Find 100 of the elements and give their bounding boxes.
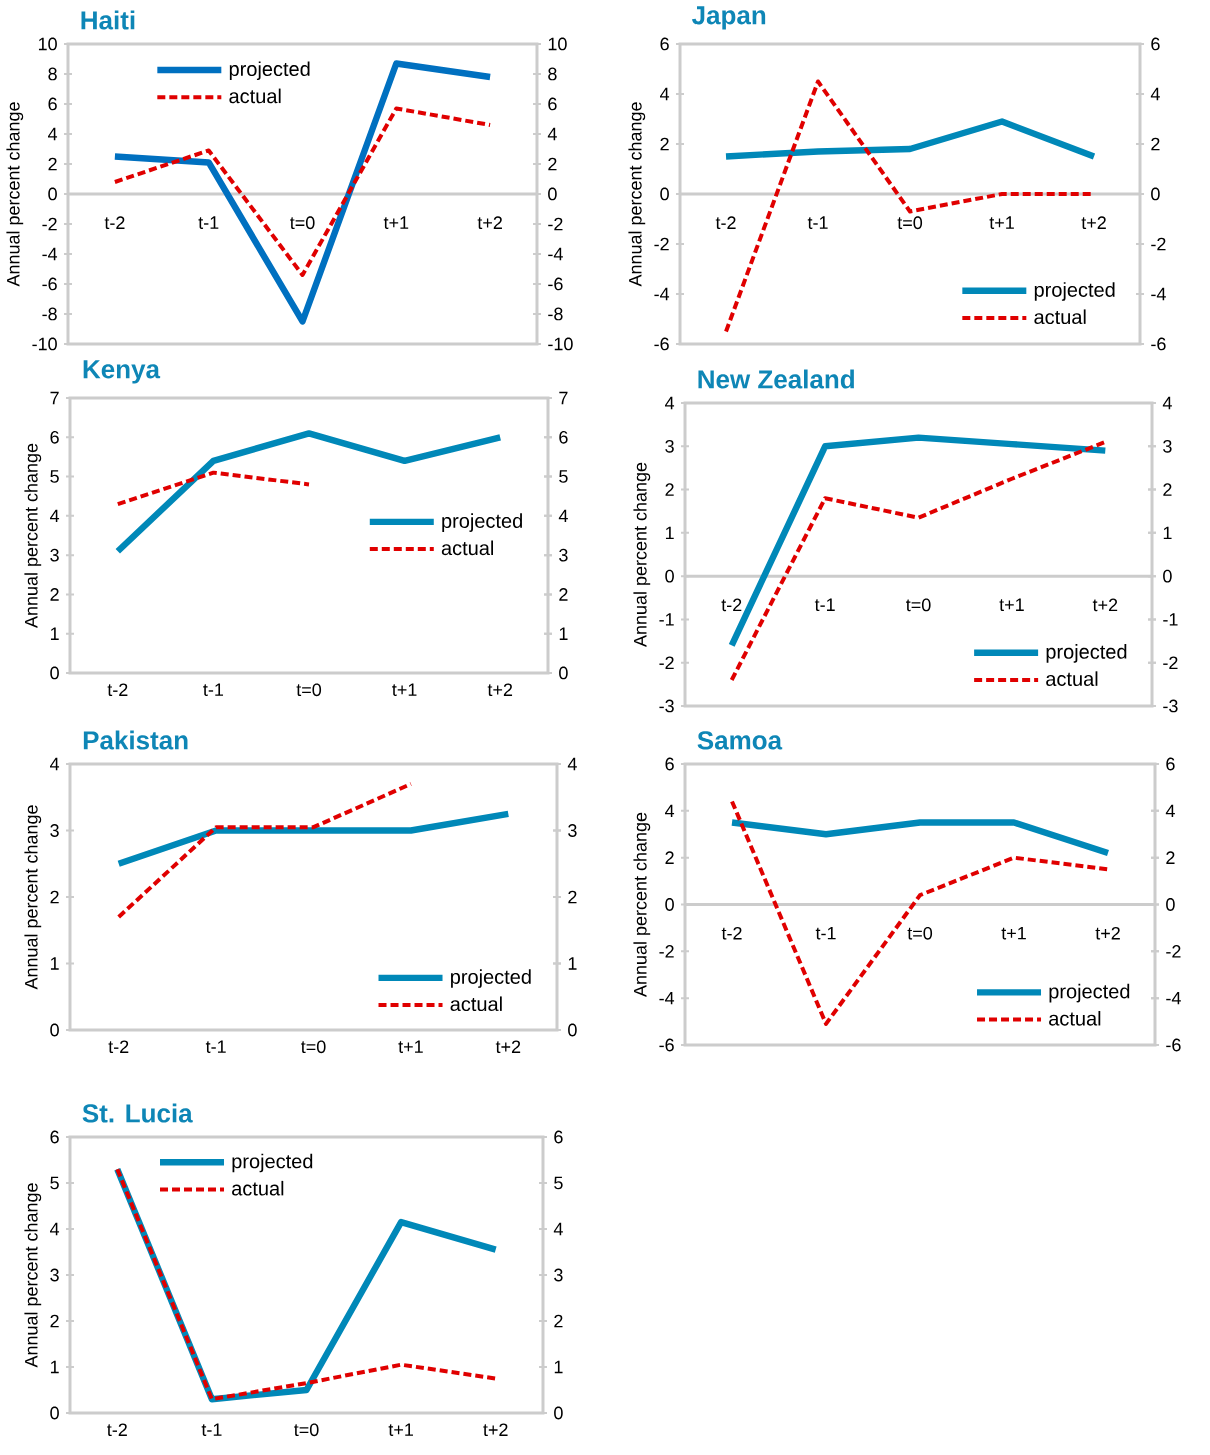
y2-tick-label: 4 (547, 127, 557, 141)
y2-tick-label: -2 (548, 217, 563, 231)
y-tick-label: -6 (659, 1038, 674, 1052)
y2-tick-label: 0 (554, 1406, 563, 1420)
y2-tick-label: 6 (548, 97, 557, 111)
y-tick-label: 2 (660, 137, 669, 151)
chart-title: Pakistan (83, 730, 188, 750)
y2-tick-label: -4 (548, 247, 563, 261)
y-tick-label: 1 (50, 627, 59, 640)
y-tick-label: 2 (50, 1314, 59, 1328)
x-tick-label: t-2 (104, 216, 125, 230)
y-tick-label: 6 (50, 1130, 59, 1144)
x-tick-label: t=0 (907, 926, 933, 940)
y-tick-label: 0 (50, 666, 59, 680)
legend-label: projected (442, 513, 522, 532)
y2-tick-label: 0 (1163, 569, 1172, 583)
y-tick-label: 7 (50, 391, 59, 405)
x-tick-label: t-1 (815, 926, 836, 940)
y-tick-label: 6 (48, 97, 57, 111)
x-tick-label: t-2 (721, 598, 742, 612)
y-tick-label: 10 (38, 37, 57, 51)
legend-label: projected (451, 969, 531, 988)
x-tick-label: t-1 (807, 216, 828, 229)
y-tick-label: -2 (659, 656, 674, 669)
y-tick-label: 6 (660, 37, 669, 51)
y-axis-title: Annual percent change (633, 462, 651, 648)
y2-tick-label: 2 (559, 588, 568, 601)
y2-tick-label: -6 (548, 277, 563, 291)
y2-tick-label: 6 (1151, 37, 1160, 51)
y2-tick-label: -8 (548, 307, 563, 321)
chart-title: St. Lucia (82, 1103, 193, 1123)
y-tick-label: 2 (48, 157, 57, 171)
x-tick-label: t=0 (294, 1423, 319, 1437)
y-tick-label: 0 (660, 187, 669, 201)
y-tick-label: -6 (654, 337, 669, 351)
y-tick-label: 2 (50, 588, 59, 601)
legend-label: projected (232, 1153, 313, 1173)
y-tick-label: 1 (665, 526, 674, 540)
x-tick-label: t=0 (296, 683, 322, 697)
y-tick-label: 3 (50, 1268, 59, 1282)
x-tick-label: t+2 (477, 216, 502, 230)
legend-label: projected (1049, 983, 1130, 1003)
x-tick-label: t+2 (1095, 926, 1120, 940)
y2-tick-label: -1 (1163, 613, 1178, 626)
y2-tick-label: 2 (1151, 137, 1160, 151)
x-tick-label: t-2 (721, 926, 742, 940)
y-tick-label: 8 (48, 67, 57, 81)
y-tick-label: 3 (50, 548, 59, 562)
chart-title: Samoa (697, 731, 783, 750)
y2-tick-label: -4 (1166, 991, 1181, 1005)
y2-tick-label: 5 (559, 470, 568, 483)
x-tick-label: t-2 (108, 1040, 129, 1054)
y-axis-title: Annual percent change (24, 805, 42, 990)
x-tick-label: t-2 (107, 1423, 127, 1437)
y2-tick-label: 3 (1163, 439, 1172, 453)
y-tick-label: 0 (665, 569, 674, 583)
y-tick-label: 0 (50, 1023, 59, 1037)
y-tick-label: 5 (50, 1176, 59, 1190)
y-tick-label: 1 (50, 957, 59, 970)
y-tick-label: 2 (665, 851, 674, 864)
x-tick-label: t-1 (203, 683, 224, 696)
y2-tick-label: -4 (1151, 287, 1166, 301)
y2-tick-label: 6 (554, 1130, 563, 1144)
y-tick-label: 3 (665, 439, 674, 453)
y-tick-label: -1 (659, 613, 674, 626)
y-tick-label: 4 (665, 804, 675, 818)
legend-label: actual (229, 88, 281, 104)
y2-tick-label: 4 (558, 509, 568, 523)
x-tick-label: t+1 (1001, 926, 1026, 940)
x-tick-label: t+1 (392, 683, 417, 696)
chart-title: Japan (692, 6, 766, 30)
x-tick-label: t+2 (1081, 216, 1106, 230)
y-tick-label: 0 (48, 187, 57, 201)
y-tick-label: -10 (32, 337, 57, 351)
y-tick-label: 5 (50, 470, 59, 483)
y-axis-title: Annual percent change (24, 1183, 42, 1368)
y2-tick-label: 5 (554, 1176, 563, 1190)
x-tick-label: t=0 (301, 1040, 326, 1054)
y2-tick-label: 1 (1163, 526, 1172, 540)
y-tick-label: 0 (50, 1406, 59, 1420)
x-tick-label: t+1 (383, 216, 409, 229)
x-tick-label: t=0 (897, 216, 923, 230)
x-tick-label: t+1 (989, 216, 1014, 229)
legend-label: actual (1046, 671, 1098, 686)
y-tick-label: -2 (659, 945, 674, 958)
legend-label: actual (441, 540, 494, 556)
x-tick-label: t+2 (1092, 598, 1118, 612)
y-tick-label: -2 (42, 217, 57, 231)
y2-tick-label: 4 (567, 757, 577, 771)
y-tick-label: -2 (654, 237, 669, 251)
y2-tick-label: 0 (1151, 187, 1160, 201)
chart-title: Haiti (81, 10, 135, 30)
y2-tick-label: 4 (1150, 87, 1160, 101)
legend-label: projected (229, 61, 310, 81)
y2-tick-label: 10 (548, 37, 567, 51)
y-tick-label: 4 (665, 396, 675, 410)
y2-tick-label: 0 (559, 666, 568, 680)
chart-title: New Zealand (698, 369, 854, 389)
y-tick-label: -3 (659, 699, 674, 713)
y2-tick-label: 4 (553, 1222, 563, 1236)
